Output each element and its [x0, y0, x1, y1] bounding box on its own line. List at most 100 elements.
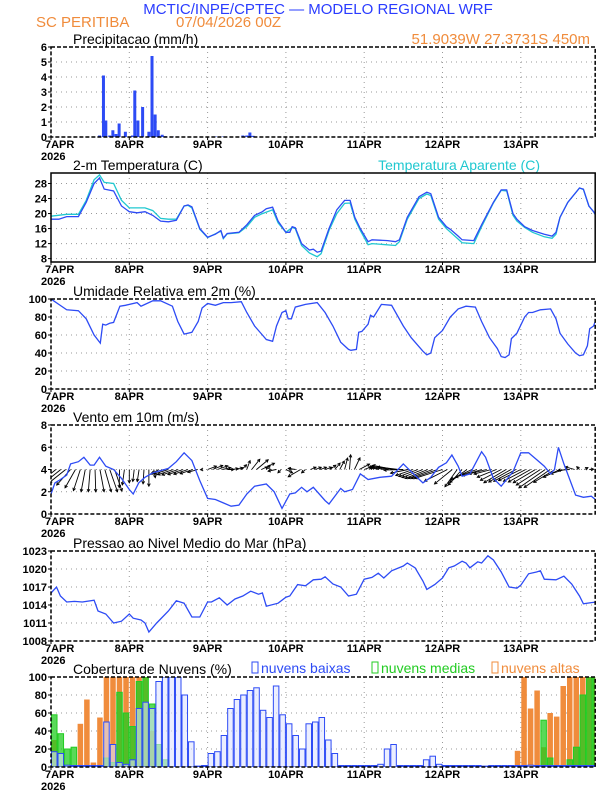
x-tick-label: 7APR: [45, 643, 74, 655]
wind-arrow: [143, 470, 144, 484]
precip-bar: [124, 132, 127, 137]
precip-bar: [133, 91, 136, 138]
cloud-bar-low: [326, 740, 332, 767]
cloud-bar-medium: [580, 695, 586, 767]
y-tick-label: 100: [29, 672, 47, 684]
cloud-bar-high: [528, 709, 534, 768]
x-tick-label: 10APR: [268, 264, 304, 276]
wind-arrow: [100, 470, 104, 492]
y-tick-label: 8: [41, 420, 47, 432]
cloud-bar-low: [136, 709, 142, 768]
y-tick-label: 1011: [23, 618, 47, 630]
y-tick-label: 4: [41, 72, 48, 84]
wind-arrow: [354, 458, 360, 470]
panel-title: Umidade Relativa em 2m (%): [73, 283, 256, 299]
cloud-bar-low: [234, 700, 240, 768]
cloud-bar-low: [423, 760, 429, 767]
x-tick-label: 11APR: [347, 769, 382, 781]
wind-arrow: [65, 470, 75, 488]
year-label: 2026: [41, 151, 65, 163]
cloud-bar-low: [267, 718, 273, 768]
x-tick-label: 12APR: [425, 391, 461, 403]
panel-title-apparent: Temperatura Aparente (C): [378, 157, 540, 173]
y-tick-label: 3: [41, 87, 47, 99]
cloud-bar-low: [58, 754, 64, 768]
legend-label: nuvens altas: [501, 660, 580, 676]
y-tick-label: 1023: [23, 546, 47, 558]
year-label: 2026: [41, 528, 65, 540]
cloud-bar-low: [104, 722, 110, 767]
legend-swatch: [492, 662, 498, 673]
cloud-bar-low: [293, 736, 299, 768]
x-tick-label: 8APR: [115, 139, 144, 151]
cloud-bar-low: [430, 756, 436, 767]
year-label: 2026: [41, 781, 65, 792]
year-label: 2026: [41, 655, 65, 667]
x-tick-label: 7APR: [45, 139, 74, 151]
y-tick-label: 20: [35, 209, 47, 221]
x-tick-label: 8APR: [115, 264, 144, 276]
y-tick-label: 12: [35, 239, 47, 251]
cloud-bar-low: [247, 691, 253, 768]
wind-arrow: [95, 470, 96, 492]
x-tick-label: 12APR: [425, 264, 461, 276]
panel-title: 2-m Temperatura (C): [73, 157, 203, 173]
cloud-bar-high: [567, 677, 573, 767]
series-line: [51, 556, 597, 632]
precip-bar: [136, 121, 139, 138]
wind-arrow: [81, 470, 85, 492]
x-tick-label: 9APR: [193, 769, 222, 781]
cloud-bar-low: [332, 754, 338, 768]
legend-label: nuvens baixas: [261, 660, 351, 676]
wind-arrow: [519, 470, 545, 488]
cloud-bar-low: [182, 695, 188, 767]
x-tick-label: 10APR: [268, 516, 304, 528]
cloud-bar-low: [260, 710, 266, 767]
precip-bar: [147, 132, 150, 137]
cloud-bar-low: [162, 677, 168, 767]
y-tick-label: 60: [35, 708, 47, 720]
cloud-bar-low: [143, 702, 149, 767]
plot-area: [51, 556, 597, 632]
cloud-bar-low: [306, 724, 312, 767]
x-tick-label: 13APR: [503, 643, 539, 655]
cloud-bar-low: [384, 749, 390, 767]
cloud-bar-low: [156, 682, 162, 768]
precip-bar: [157, 130, 160, 137]
plot-frame: [51, 551, 595, 641]
x-tick-label: 13APR: [503, 139, 539, 151]
cloud-bar-low: [299, 749, 305, 767]
cloud-bar-medium: [574, 747, 580, 767]
y-tick-label: 40: [35, 726, 47, 738]
cloud-bar-low: [149, 709, 155, 768]
cloud-bar-high: [84, 700, 90, 768]
y-tick-label: 1017: [23, 582, 47, 594]
precip-bar: [141, 107, 144, 137]
cloud-bar-medium: [587, 677, 593, 767]
panel-title: Cobertura de Nuvens (%): [73, 661, 232, 677]
y-tick-label: 80: [35, 690, 47, 702]
plot-frame: [51, 299, 595, 389]
precip-bar: [104, 121, 107, 138]
cloud-bar-low: [391, 745, 397, 768]
y-tick-label: 16: [35, 224, 47, 236]
panel-title: Pressao ao Nivel Medio do Mar (hPa): [73, 535, 306, 551]
x-tick-label: 12APR: [425, 643, 461, 655]
cloud-bar-high: [521, 677, 527, 767]
cloud-bar-high: [554, 717, 560, 767]
y-tick-label: 28: [35, 179, 47, 191]
wind-arrow: [516, 470, 540, 486]
y-tick-label: 20: [35, 366, 47, 378]
x-tick-label: 11APR: [347, 391, 382, 403]
panel-title: Vento em 10m (m/s): [73, 409, 199, 425]
plot-area: [98, 56, 254, 137]
wind-arrow: [359, 464, 369, 469]
y-tick-label: 1008: [23, 636, 47, 648]
y-tick-label: 5: [41, 57, 47, 69]
station-name: SC PERITIBA: [36, 14, 129, 31]
y-tick-label: 100: [29, 294, 47, 306]
x-tick-label: 11APR: [347, 139, 382, 151]
